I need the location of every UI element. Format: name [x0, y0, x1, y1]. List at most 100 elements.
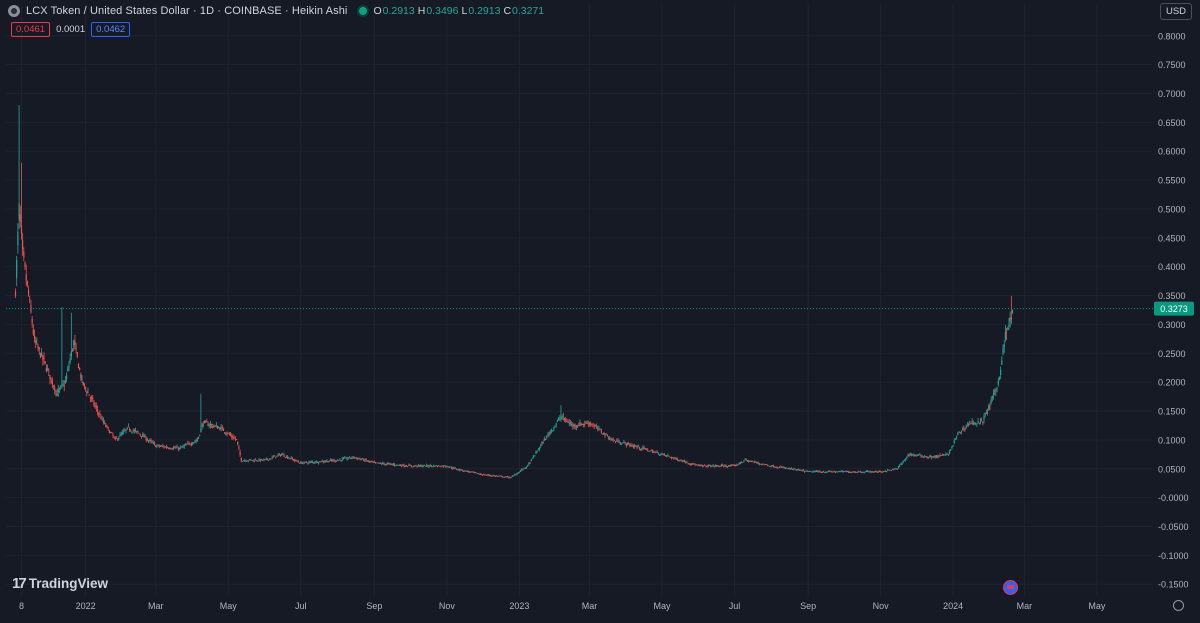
- time-axis[interactable]: 8 2022 Mar May Jul Sep Nov 2023 Mar May Jul Sep Nov 2…: [19, 601, 1106, 611]
- candle-body: [724, 465, 726, 467]
- candle-body: [755, 461, 757, 463]
- candle-body: [676, 459, 679, 461]
- candle-body: [712, 464, 714, 466]
- candle-body: [880, 471, 882, 473]
- candle-body: [874, 471, 876, 472]
- candle-body: [26, 281, 28, 285]
- candle-body: [428, 466, 430, 468]
- candle-body: [857, 471, 859, 473]
- candle-body: [716, 465, 718, 467]
- event-flag-icon[interactable]: [1003, 580, 1018, 595]
- candle-body: [990, 399, 992, 404]
- candle-body: [739, 462, 741, 464]
- candle-body: [29, 298, 31, 301]
- candle-body: [518, 471, 520, 473]
- candle-body: [456, 469, 459, 471]
- candle-body: [758, 463, 761, 465]
- tradingview-logo[interactable]: 17 TradingView: [12, 575, 108, 592]
- candle-body: [265, 458, 267, 460]
- candle-body: [188, 442, 190, 444]
- candle-body: [831, 471, 833, 473]
- candle-body: [205, 421, 207, 422]
- candle-body: [486, 474, 488, 476]
- buy-price-button[interactable]: 0.0462: [91, 22, 131, 37]
- candle-body: [178, 447, 181, 449]
- currency-button[interactable]: USD: [1160, 3, 1192, 20]
- candle-body: [882, 471, 884, 473]
- time-tick-label: Mar: [582, 601, 598, 611]
- candle-body: [782, 467, 784, 469]
- candle-body: [361, 458, 364, 460]
- candle-body: [985, 413, 987, 415]
- candle-body: [74, 341, 76, 345]
- candle-body: [258, 459, 260, 461]
- candle-body: [943, 454, 945, 456]
- candle-body: [871, 471, 873, 473]
- candle-body: [542, 442, 544, 444]
- candle-body: [515, 474, 517, 476]
- candle-body: [221, 427, 223, 428]
- candle-body: [719, 466, 721, 468]
- time-tick-label: May: [1088, 601, 1106, 611]
- candle-body: [277, 454, 279, 456]
- candle-body: [590, 423, 592, 425]
- candle-body: [321, 461, 323, 462]
- candle-body: [350, 457, 352, 459]
- candle-body: [957, 432, 959, 435]
- candle-body: [516, 473, 518, 475]
- candle-body: [653, 451, 655, 453]
- candle-body: [524, 467, 526, 469]
- candle-body: [925, 455, 927, 457]
- price-axis[interactable]: 0.8000 0.7500 0.7000 0.6500 0.6000 0.5500 0.50…: [1158, 31, 1189, 589]
- candle-body: [467, 471, 469, 473]
- candle-body: [199, 434, 201, 436]
- candle-body: [761, 464, 763, 465]
- candle-body: [881, 471, 883, 473]
- candle-body: [872, 471, 875, 473]
- candle-body: [547, 434, 549, 436]
- candle-body: [44, 361, 46, 363]
- candle-body: [51, 380, 53, 385]
- candle-body: [750, 461, 752, 462]
- sell-price-button[interactable]: 0.0461: [11, 22, 51, 37]
- time-tick-label: Nov: [439, 601, 456, 611]
- candle-body: [80, 373, 82, 379]
- candle-body: [453, 467, 455, 469]
- candle-body: [748, 460, 750, 462]
- candle-body: [323, 461, 326, 463]
- candle-body: [55, 390, 57, 392]
- settings-gear-icon[interactable]: [1173, 600, 1184, 611]
- candle-body: [298, 462, 301, 464]
- candle-body: [347, 458, 349, 460]
- candle-body: [1004, 332, 1006, 340]
- candle-body: [996, 388, 998, 390]
- candle-body: [560, 416, 562, 419]
- candle-body: [807, 470, 809, 472]
- candle-body: [407, 466, 409, 468]
- candle-body: [358, 458, 360, 460]
- candle-body: [215, 425, 217, 427]
- candle-body: [563, 417, 566, 420]
- candle-body: [672, 457, 674, 459]
- candle-body: [866, 471, 869, 472]
- candle-body: [214, 425, 216, 427]
- candle-body: [384, 463, 386, 465]
- candle-body: [674, 457, 676, 459]
- candle-body: [374, 462, 377, 463]
- candle-body: [239, 451, 241, 455]
- candle-body: [784, 467, 787, 469]
- symbol-title[interactable]: LCX Token / United States Dollar · 1D · …: [26, 5, 348, 17]
- candle-body: [865, 471, 867, 473]
- candle-body: [496, 475, 498, 477]
- candle-body: [913, 454, 915, 456]
- candle-body: [815, 470, 818, 472]
- candle-body: [989, 405, 991, 407]
- candle-body: [93, 402, 95, 405]
- candle-body: [692, 463, 694, 464]
- candle-body: [325, 461, 327, 463]
- candle-body: [578, 425, 580, 427]
- candle-body: [393, 464, 396, 466]
- candle-body: [228, 433, 231, 435]
- candle-body: [62, 383, 64, 385]
